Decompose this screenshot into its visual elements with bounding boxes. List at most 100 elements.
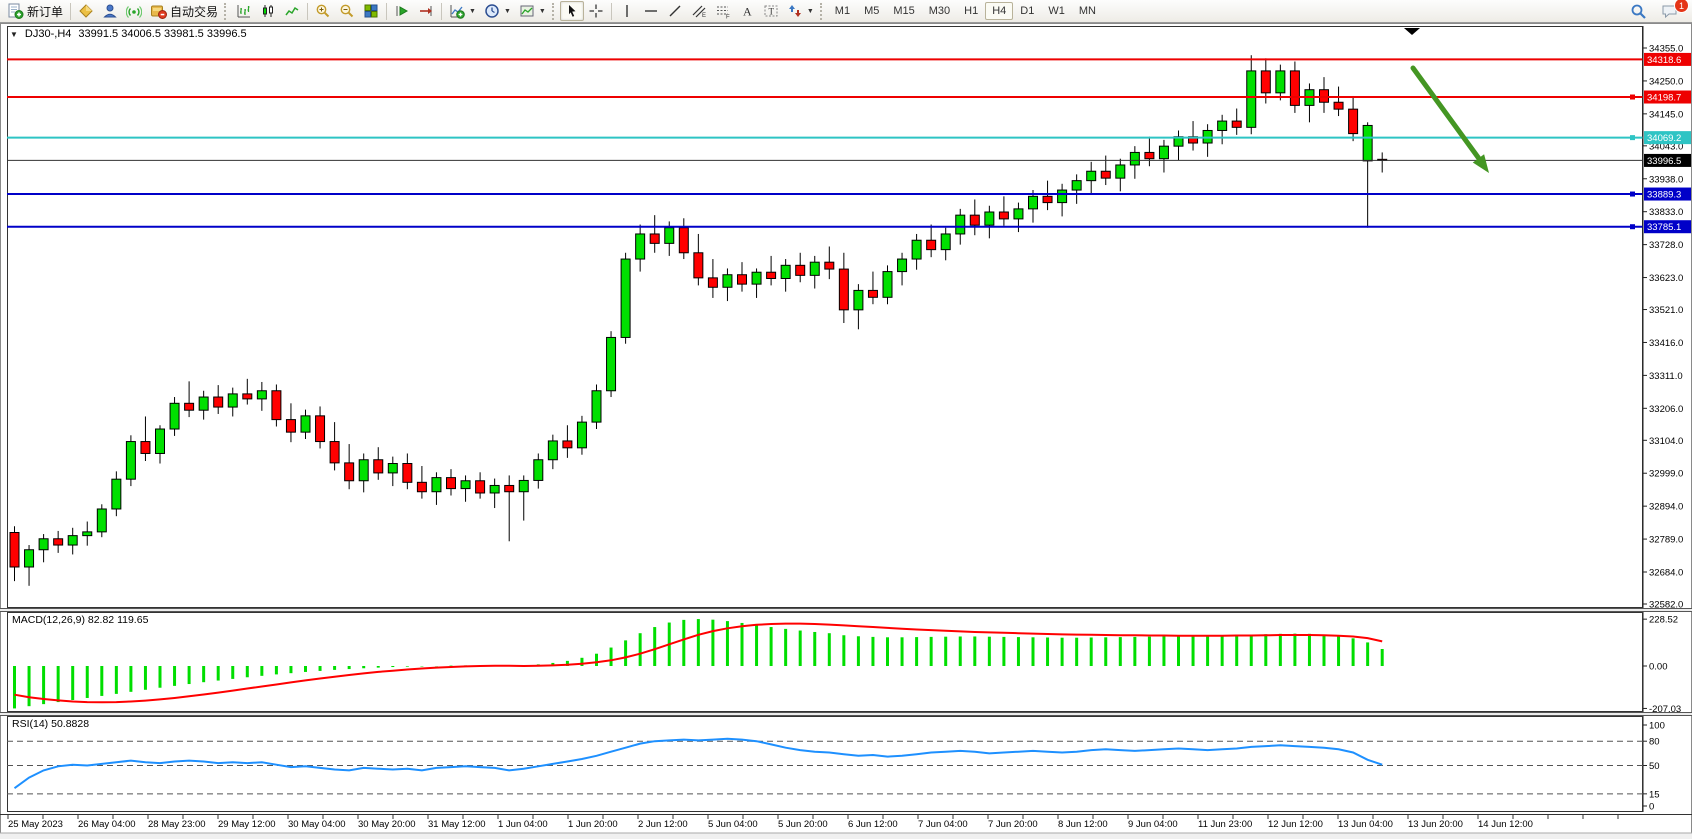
- candle-body: [504, 484, 515, 493]
- zoom-in-button[interactable]: [311, 1, 335, 21]
- chart-shift-button[interactable]: [414, 1, 438, 21]
- time-axis-label: 5 Jun 04:00: [708, 819, 758, 830]
- timeframe-D1[interactable]: D1: [1020, 5, 1035, 17]
- rsi-panel-border: [7, 716, 1643, 812]
- candle-body: [271, 390, 282, 421]
- tile-windows-icon: [364, 4, 378, 18]
- arrows-tool-button[interactable]: ▼: [783, 1, 818, 21]
- indicators-icon: [450, 5, 465, 19]
- time-axis-label: 28 May 23:00: [148, 819, 206, 830]
- profile-button[interactable]: [98, 1, 122, 21]
- candle-body: [1217, 120, 1228, 131]
- channel-tool-button[interactable]: E: [687, 1, 711, 21]
- chart-background: [0, 23, 1692, 839]
- tile-windows-button[interactable]: [359, 1, 383, 21]
- line-handle[interactable]: [1630, 94, 1635, 100]
- line-handle[interactable]: [1630, 135, 1635, 141]
- chart-title: ▼ DJ30-,H4 33991.5 34006.5 33981.5 33996…: [10, 28, 247, 40]
- candle-body: [1028, 195, 1038, 210]
- bar-chart-mode-button[interactable]: [232, 1, 256, 21]
- signals-button[interactable]: [122, 1, 146, 21]
- timeframe-M30[interactable]: M30: [928, 5, 951, 17]
- text-tool-button[interactable]: A: [735, 1, 759, 21]
- indicators-button[interactable]: ▼: [445, 1, 480, 21]
- time-axis-label: 30 May 20:00: [358, 819, 416, 830]
- price-badge: [1644, 153, 1691, 167]
- auto-scroll-button[interactable]: [390, 1, 414, 21]
- candle-body: [300, 415, 311, 433]
- macd-axis-label: 0.00: [1649, 662, 1668, 673]
- new-order-button[interactable]: 新订单: [3, 1, 67, 21]
- new-order-icon: [8, 3, 24, 19]
- line-handle[interactable]: [1630, 191, 1635, 197]
- candle-body: [1129, 151, 1140, 166]
- auto-trading-label: 自动交易: [170, 4, 219, 19]
- candle-body: [809, 261, 820, 276]
- timeframe-W1[interactable]: W1: [1048, 5, 1065, 17]
- cursor-icon: [568, 5, 576, 17]
- candle-body: [998, 211, 1009, 220]
- search-button[interactable]: [1626, 1, 1651, 21]
- caret-icon: ▼: [538, 7, 546, 15]
- candle-body: [1246, 70, 1257, 128]
- price-tick-label: 34250.0: [1649, 76, 1683, 87]
- market-watch-button[interactable]: [74, 1, 98, 21]
- line-handle[interactable]: [1630, 224, 1635, 230]
- candle-body: [955, 214, 966, 235]
- candle-body: [1260, 70, 1271, 94]
- candle-body: [562, 440, 573, 449]
- timeframe-MN[interactable]: MN: [1078, 5, 1096, 17]
- candle-body: [184, 402, 195, 411]
- main-toolbar: 新订单: [0, 0, 1692, 23]
- timeframe-H1[interactable]: H1: [964, 5, 979, 17]
- price-badge-label: 33785.1: [1647, 222, 1681, 233]
- candle-body: [1057, 189, 1068, 204]
- candle-body: [547, 440, 558, 461]
- timeframe-M15[interactable]: M15: [893, 5, 915, 17]
- text-label-icon: T: [764, 5, 778, 17]
- chart-shift-marker-icon[interactable]: [1404, 28, 1420, 35]
- zoom-out-icon: [340, 4, 354, 18]
- notifications-button[interactable]: 1: [1657, 0, 1689, 21]
- search-icon: [1631, 4, 1646, 19]
- templates-button[interactable]: ▼: [515, 1, 550, 21]
- rsi-axis-label: 50: [1649, 761, 1660, 772]
- candle-body: [620, 258, 631, 338]
- macd-panel-border: [7, 612, 1643, 712]
- toolbar-grip: [819, 2, 826, 20]
- timeframe-M1[interactable]: M1: [834, 5, 851, 17]
- caret-icon: ▼: [806, 7, 814, 15]
- panel-sizer[interactable]: [0, 712, 1692, 716]
- price-badge-label: 34198.7: [1647, 93, 1681, 104]
- auto-scroll-icon: [396, 6, 409, 16]
- notification-badge: 1: [1674, 0, 1689, 13]
- fibonacci-tool-button[interactable]: F: [711, 1, 735, 21]
- periods-button[interactable]: ▼: [480, 1, 515, 21]
- chart-shift-icon: [420, 6, 433, 16]
- candlestick-mode-button[interactable]: [256, 1, 280, 21]
- cursor-tool-button[interactable]: [559, 1, 584, 21]
- chart-menu-icon[interactable]: ▼: [10, 29, 18, 39]
- trend-arrow-annotation[interactable]: [1410, 65, 1483, 163]
- horizontal-line-tool-button[interactable]: [639, 1, 663, 21]
- vertical-line-tool-button[interactable]: [615, 1, 639, 21]
- macd-indicator-label: MACD(12,26,9) 82.82 119.65: [12, 614, 148, 626]
- chart-ohlc-quote: 33991.5 34006.5 33981.5 33996.5: [78, 28, 247, 40]
- auto-trading-button[interactable]: 自动交易: [146, 1, 222, 21]
- time-axis-label: 31 May 12:00: [428, 819, 486, 830]
- candle-body: [38, 538, 49, 551]
- timeframe-M5[interactable]: M5: [864, 5, 880, 17]
- line-chart-mode-button[interactable]: [280, 1, 304, 21]
- macd-name: MACD(12,26,9): [12, 614, 85, 626]
- panel-sizer[interactable]: [0, 608, 1692, 612]
- text-label-tool-button[interactable]: T: [759, 1, 783, 21]
- zoom-out-button[interactable]: [335, 1, 359, 21]
- time-axis-label: 14 Jun 12:00: [1478, 819, 1533, 830]
- crosshair-tool-button[interactable]: [584, 1, 608, 21]
- bar-chart-icon: [237, 5, 251, 18]
- candle-body: [344, 462, 355, 482]
- trendline-tool-button[interactable]: [663, 1, 687, 21]
- timeframe-H4[interactable]: H4: [985, 2, 1014, 20]
